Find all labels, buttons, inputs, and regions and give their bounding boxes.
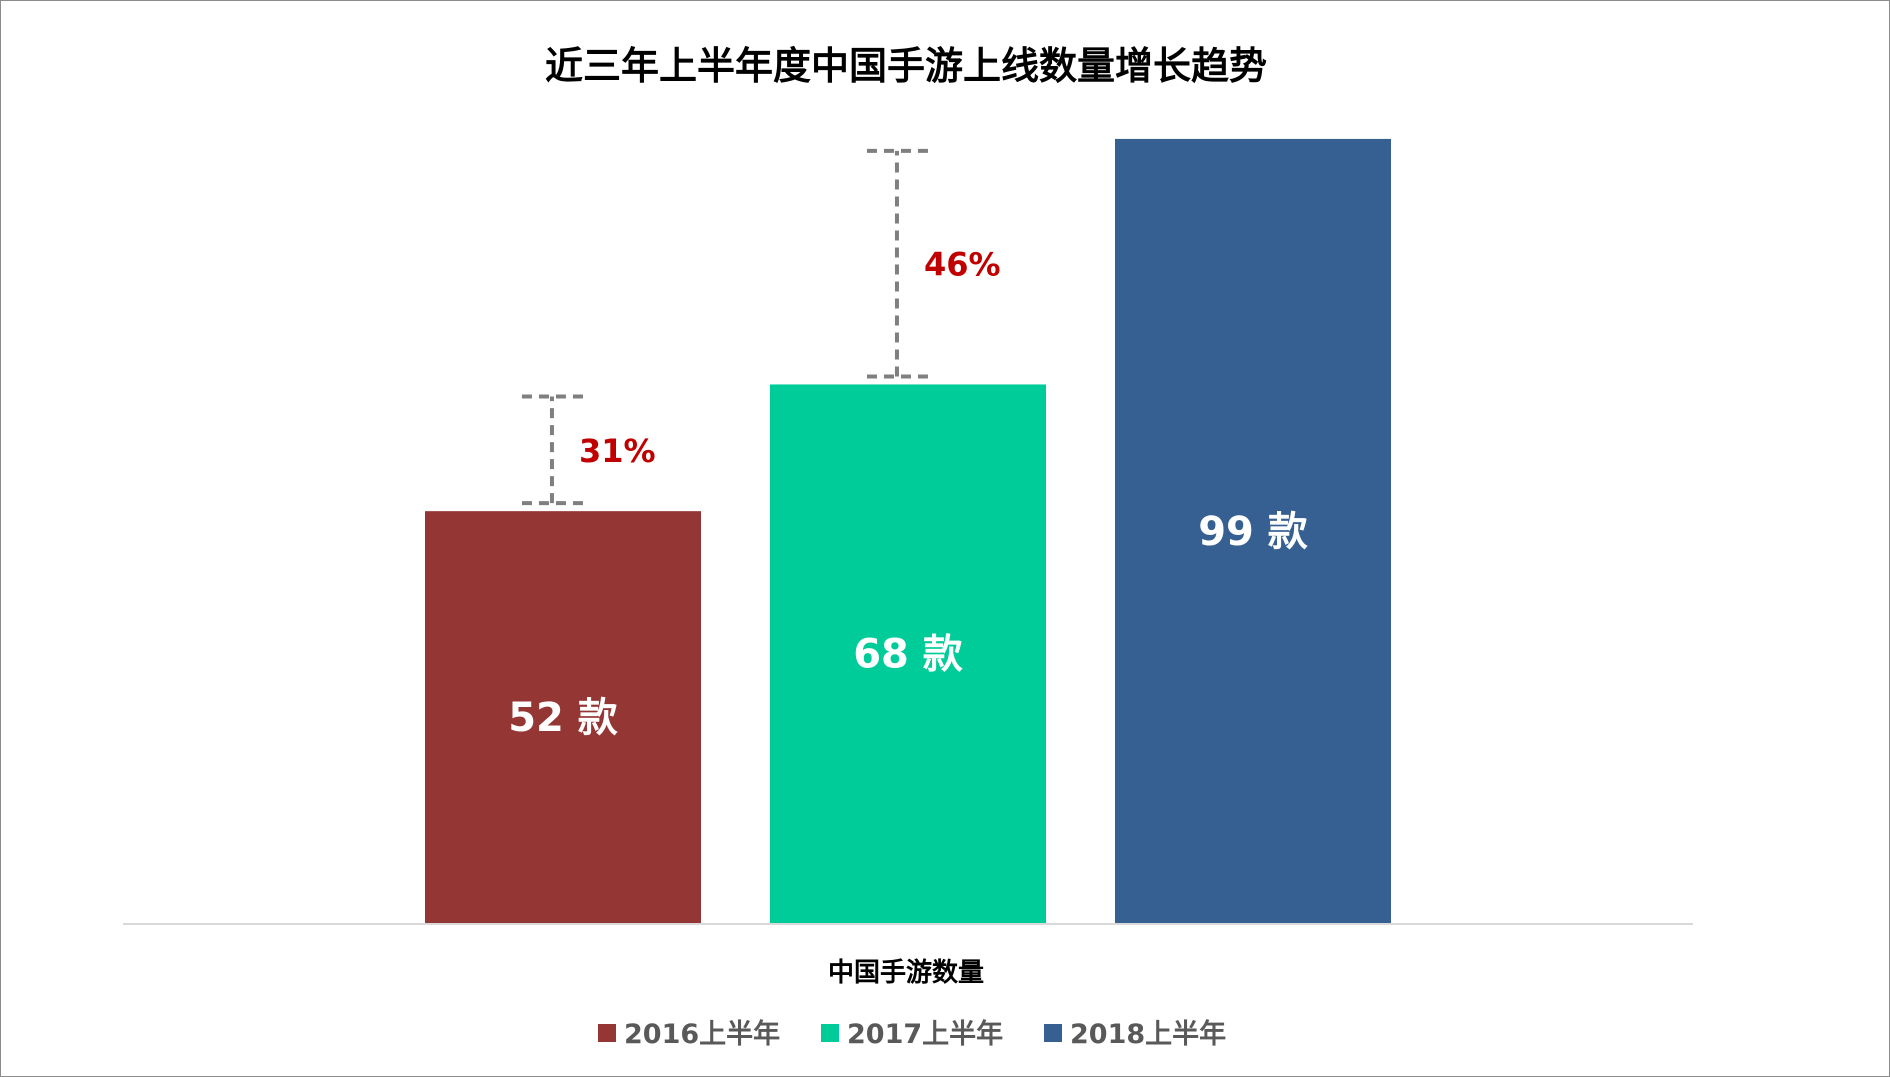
legend: 2016上半年 2017上半年 2018上半年 xyxy=(598,1018,1226,1050)
bar-2 xyxy=(770,384,1046,923)
bar-1 xyxy=(425,511,701,923)
legend-swatch-3 xyxy=(1044,1024,1062,1042)
bar-3 xyxy=(1115,138,1391,924)
legend-label-1: 2016上半年 xyxy=(624,1018,780,1050)
chart-marks: 52 款 68 款 99 款 31% 46% xyxy=(425,138,1391,924)
legend-label-2: 2017上半年 xyxy=(847,1018,1003,1050)
data-label-2: 68 款 xyxy=(853,632,963,678)
category-label: 中国手游数量 xyxy=(828,958,984,988)
growth-label-2: 46% xyxy=(924,246,1001,284)
data-label-1: 52 款 xyxy=(508,695,618,741)
legend-swatch-1 xyxy=(598,1024,616,1042)
chart-title: 近三年上半年度中国手游上线数量增长趋势 xyxy=(545,44,1267,88)
legend-label-3: 2018上半年 xyxy=(1070,1018,1226,1050)
legend-swatch-2 xyxy=(821,1024,839,1042)
data-label-3: 99 款 xyxy=(1198,509,1308,555)
growth-label-1: 31% xyxy=(579,432,656,470)
